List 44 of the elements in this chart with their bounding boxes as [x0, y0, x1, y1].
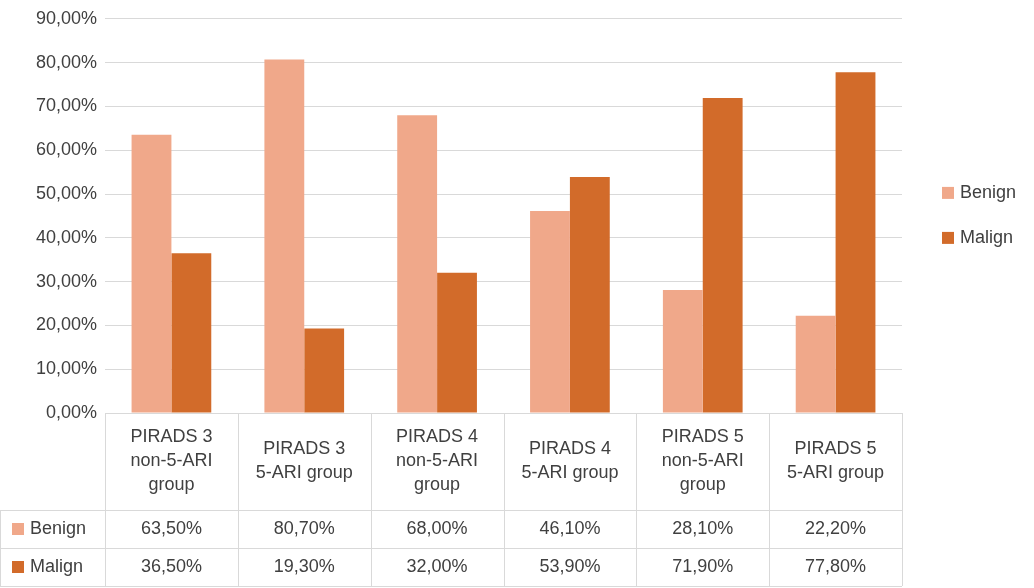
x-tick-label: PIRADS 4 non-5-ARI group [396, 426, 479, 495]
y-tick-label: 0,00% [45, 401, 97, 422]
data-label: 28,10% [672, 517, 734, 538]
bar [171, 253, 212, 413]
data-label: 19,30% [273, 555, 335, 576]
x-tick-label: PIRADS 4 5-ARI group [521, 438, 619, 483]
y-tick-label: 20,00% [35, 314, 97, 335]
x-tick-label: PIRADS 3 non-5-ARI group [130, 426, 213, 495]
data-label: 32,00% [406, 555, 468, 576]
x-tick-label: PIRADS 3 5-ARI group [255, 438, 353, 483]
y-tick-label: 70,00% [35, 95, 97, 116]
y-tick-label: 80,00% [35, 51, 97, 72]
text: Benign [960, 181, 1017, 202]
y-tick-label: 30,00% [35, 270, 97, 291]
text: Malign [30, 555, 84, 576]
bar [569, 176, 610, 413]
bar [795, 315, 836, 413]
bar [835, 72, 876, 413]
legend-label: Malign [960, 226, 1014, 247]
y-tick-label: 40,00% [35, 226, 97, 247]
y-tick-label: 90,00% [35, 7, 97, 28]
data-label: 22,20% [805, 517, 867, 538]
x-tick-label: PIRADS 5 non-5-ARI group [661, 426, 744, 495]
y-tick-label: 10,00% [35, 358, 97, 379]
data-label: 53,90% [539, 555, 601, 576]
bar [702, 98, 743, 413]
bar [131, 134, 172, 413]
y-tick-label: 50,00% [35, 182, 97, 203]
data-label: 68,00% [406, 517, 468, 538]
bar [264, 59, 305, 413]
bar [397, 115, 438, 413]
bar [662, 289, 703, 413]
bar [437, 272, 477, 413]
y-tick-label: 60,00% [35, 139, 97, 160]
data-label: 80,70% [273, 517, 335, 538]
data-label: 46,10% [539, 517, 601, 538]
legend-label: Benign [30, 517, 87, 538]
data-label: 71,90% [672, 555, 734, 576]
data-label: 77,80% [805, 555, 867, 576]
data-label: 63,50% [140, 517, 202, 538]
data-label: 36,50% [140, 555, 202, 576]
bar [304, 328, 345, 413]
x-tick-label: PIRADS 5 5-ARI group [787, 438, 885, 483]
bar [530, 211, 570, 413]
